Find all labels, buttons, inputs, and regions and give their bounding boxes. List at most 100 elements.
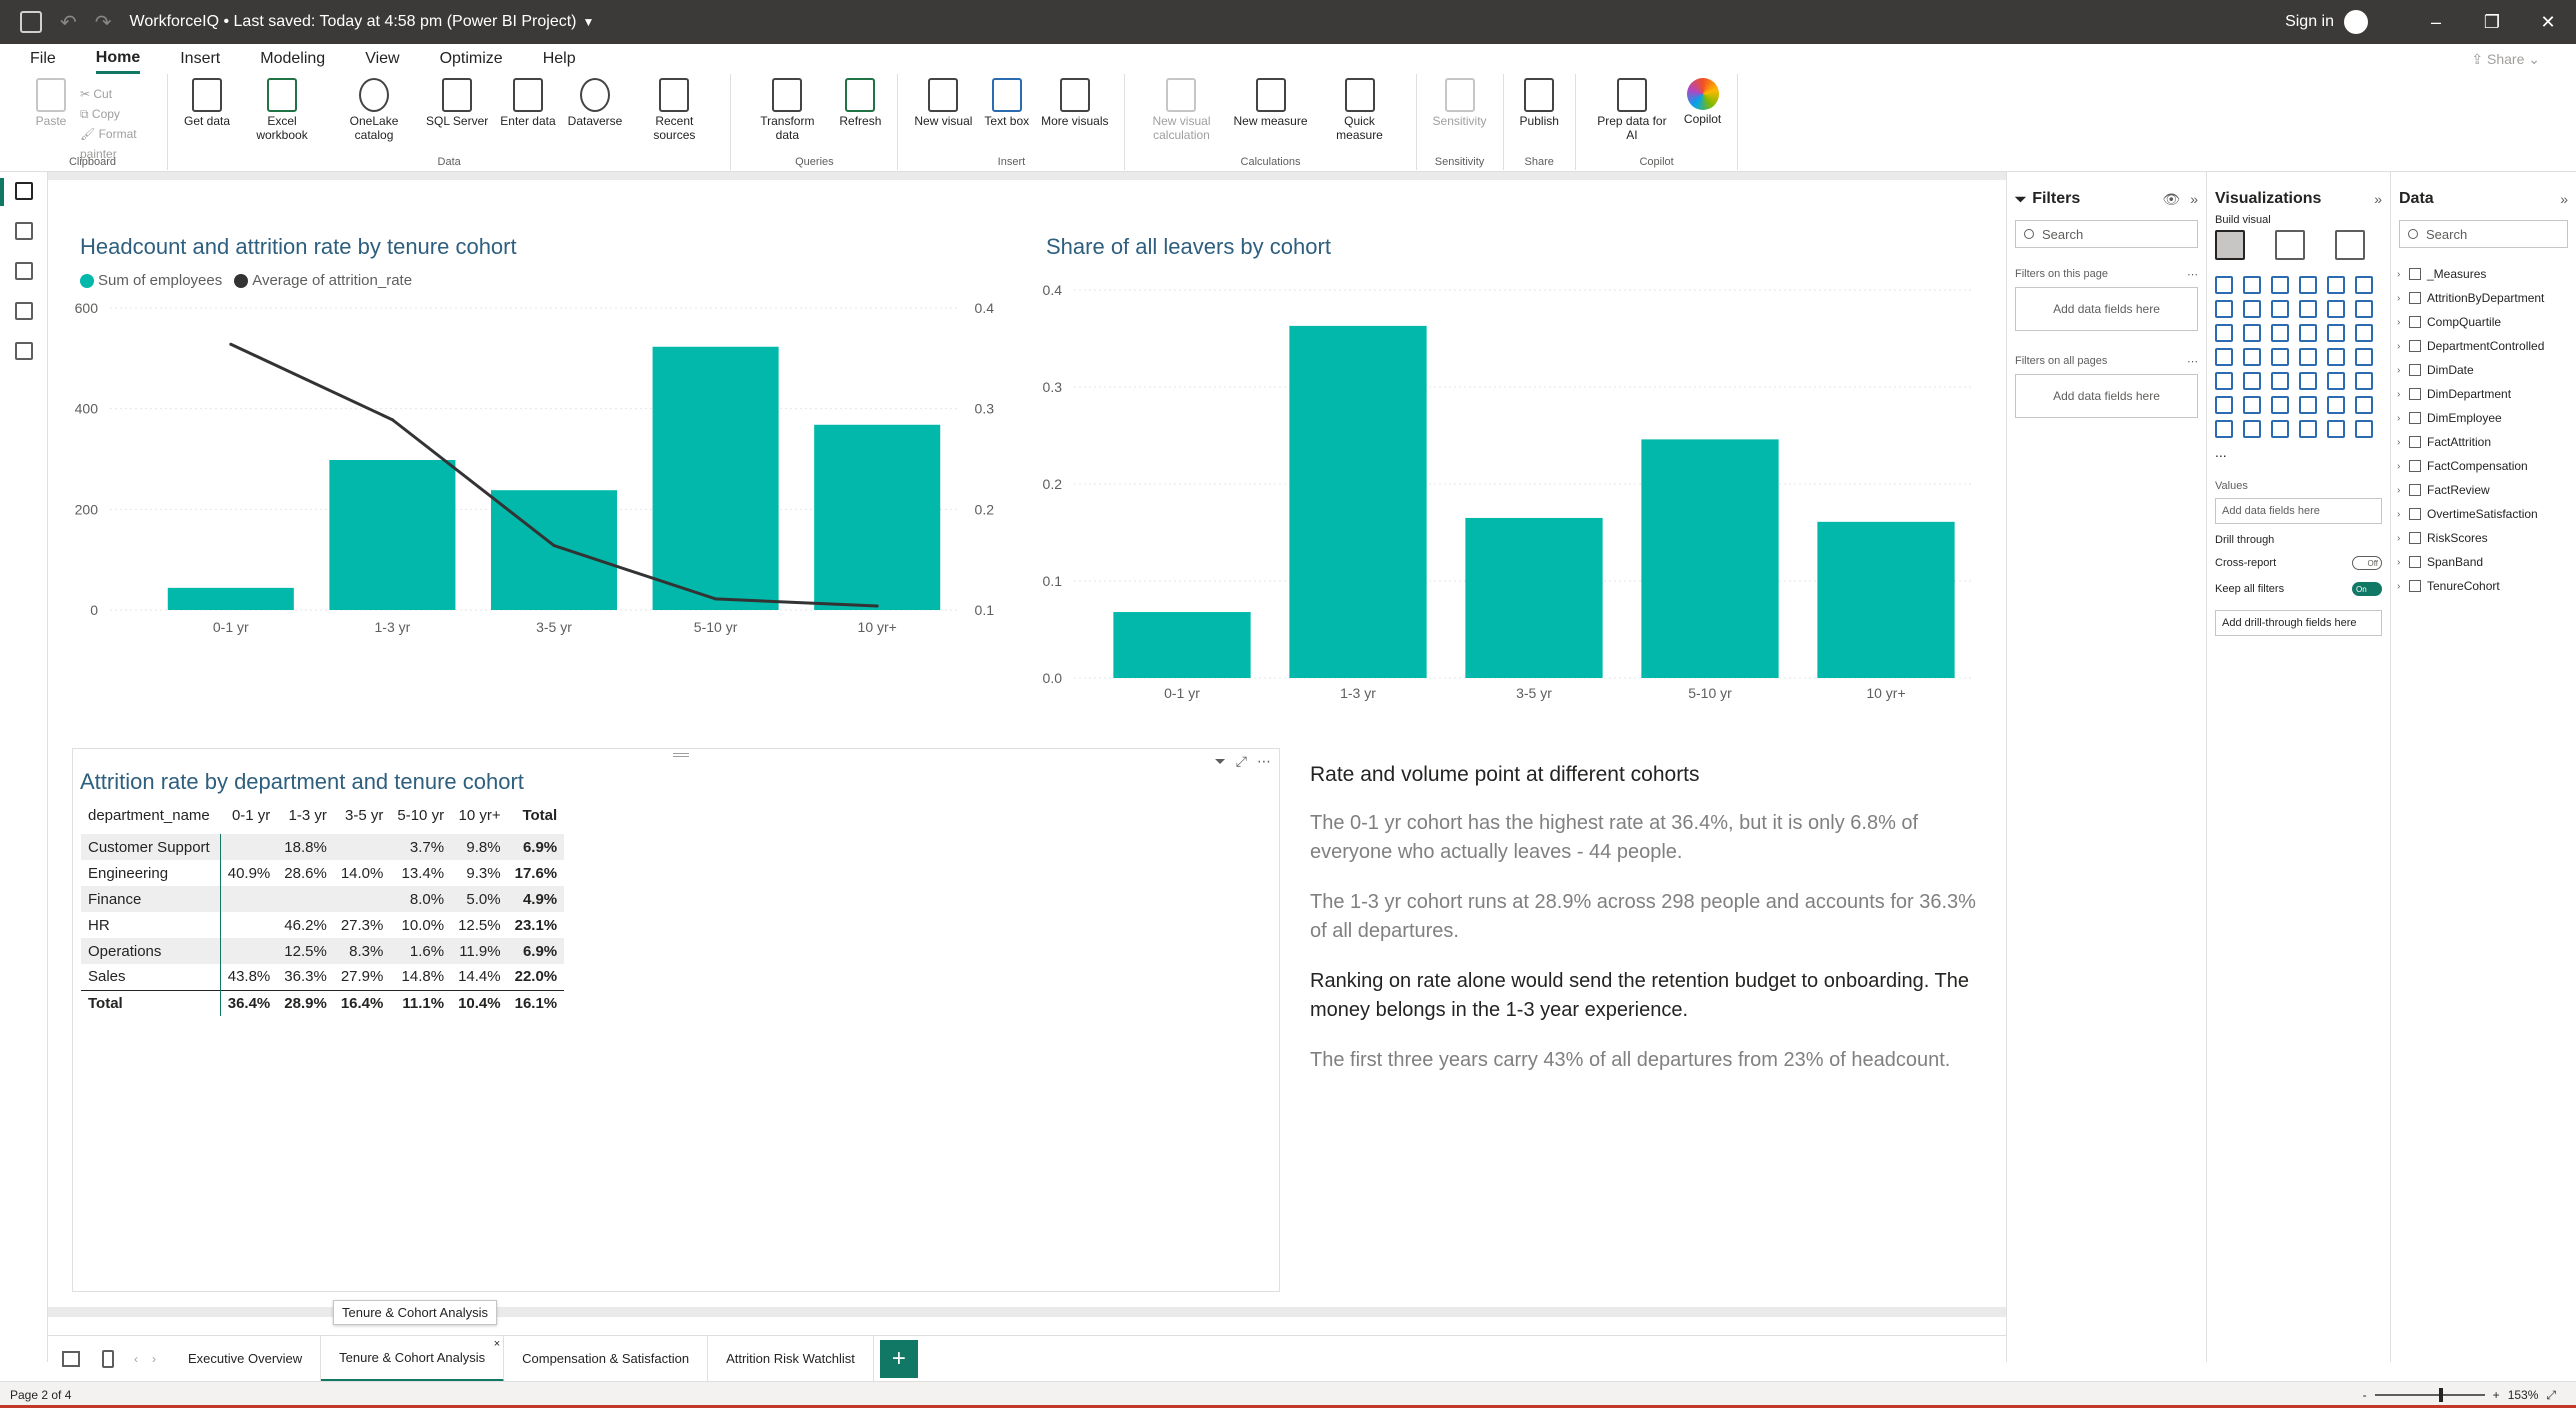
- matrix-visual[interactable]: ⏷ ⤢ ⋯ Attrition rate by department and t…: [72, 748, 1280, 1292]
- tmdl-view-icon[interactable]: [14, 342, 33, 360]
- more-options-icon[interactable]: ⋯: [2187, 269, 2198, 281]
- cut-button[interactable]: ✂ Cut: [80, 87, 113, 101]
- chevron-right-icon[interactable]: ›: [2397, 292, 2401, 304]
- text-box-button[interactable]: Text box: [984, 78, 1029, 128]
- chevron-right-icon[interactable]: ›: [2397, 412, 2401, 424]
- visual-type-icon[interactable]: [2299, 276, 2317, 294]
- collapse-viz-icon[interactable]: »: [2374, 191, 2382, 207]
- visual-type-icon[interactable]: [2355, 324, 2373, 342]
- data-table-item[interactable]: › FactReview: [2397, 478, 2570, 502]
- data-table-item[interactable]: › FactCompensation: [2397, 454, 2570, 478]
- zoom-slider-knob[interactable]: [2438, 1388, 2443, 1402]
- add-page-button[interactable]: +: [879, 1339, 918, 1378]
- data-table-item[interactable]: › TenureCohort: [2397, 574, 2570, 598]
- analytics-icon[interactable]: [2335, 230, 2365, 260]
- visual-type-icon[interactable]: [2243, 300, 2261, 318]
- data-table-item[interactable]: › OvertimeSatisfaction: [2397, 502, 2570, 526]
- chevron-right-icon[interactable]: ›: [2397, 508, 2401, 520]
- more-options-icon[interactable]: ⋯: [1257, 753, 1271, 769]
- table-view-icon[interactable]: [14, 222, 33, 240]
- visual-type-icon[interactable]: [2243, 396, 2261, 414]
- close-icon[interactable]: ✕: [2540, 11, 2556, 32]
- data-table-item[interactable]: › RiskScores: [2397, 526, 2570, 550]
- visual-type-icon[interactable]: [2215, 396, 2233, 414]
- visual-type-icon[interactable]: [2355, 276, 2373, 294]
- sign-in-link[interactable]: Sign in: [2285, 13, 2334, 30]
- values-drop-well[interactable]: Add data fields here: [2215, 498, 2382, 524]
- data-table-item[interactable]: › DimDate: [2397, 358, 2570, 382]
- visual-type-icon[interactable]: [2355, 420, 2373, 438]
- collapse-data-icon[interactable]: »: [2560, 191, 2568, 207]
- zoom-slider[interactable]: [2374, 1388, 2485, 1402]
- new-visual-calculation-button[interactable]: New visual calculation: [1141, 78, 1221, 142]
- prep-data-ai-button[interactable]: Prep data for AI: [1592, 78, 1672, 142]
- visual-type-icon[interactable]: [2327, 300, 2345, 318]
- visual-type-icon[interactable]: [2355, 372, 2373, 390]
- visual-type-icon[interactable]: [2215, 276, 2233, 294]
- chevron-right-icon[interactable]: ›: [2397, 436, 2401, 448]
- visual-type-icon[interactable]: [2327, 348, 2345, 366]
- visual-type-icon[interactable]: [2271, 420, 2289, 438]
- window-title[interactable]: WorkforceIQ • Last saved: Today at 4:58 …: [129, 13, 577, 30]
- tab-compensation-satisfaction[interactable]: Compensation & Satisfaction: [504, 1335, 709, 1382]
- avatar[interactable]: [2344, 10, 2368, 34]
- dataverse-button[interactable]: Dataverse: [568, 78, 622, 128]
- get-data-button[interactable]: Get data: [184, 78, 230, 128]
- data-table-item[interactable]: › _Measures: [2397, 262, 2570, 286]
- refresh-button[interactable]: Refresh: [839, 78, 881, 128]
- next-page-icon[interactable]: ›: [152, 1351, 156, 1366]
- visual-type-icon[interactable]: [2299, 300, 2317, 318]
- data-table-item[interactable]: › DimDepartment: [2397, 382, 2570, 406]
- undo-icon[interactable]: ↶: [60, 11, 77, 34]
- quick-measure-button[interactable]: Quick measure: [1320, 78, 1400, 142]
- publish-button[interactable]: Publish: [1520, 78, 1559, 128]
- chevron-right-icon[interactable]: ›: [2397, 364, 2401, 376]
- format-visual-icon[interactable]: [2275, 230, 2305, 260]
- desktop-layout-icon[interactable]: [62, 1350, 80, 1367]
- visual-type-icon[interactable]: [2299, 396, 2317, 414]
- visual-type-icon[interactable]: [2299, 372, 2317, 390]
- visual-type-icon[interactable]: [2327, 324, 2345, 342]
- matrix-column-header[interactable]: 5-10 yr: [397, 807, 445, 824]
- menu-optimize[interactable]: Optimize: [439, 50, 503, 67]
- fit-page-icon[interactable]: ⤢: [2546, 1387, 2556, 1402]
- visual-type-icon[interactable]: [2271, 276, 2289, 294]
- visual-type-icon[interactable]: [2299, 324, 2317, 342]
- visual-type-icon[interactable]: [2243, 276, 2261, 294]
- tab-tenure-cohort[interactable]: Tenure & Cohort Analysis ×: [321, 1335, 505, 1382]
- onelake-button[interactable]: OneLake catalog: [334, 78, 414, 142]
- cross-report-toggle[interactable]: Off: [2352, 556, 2382, 570]
- sensitivity-button[interactable]: Sensitivity: [1433, 78, 1487, 128]
- visual-type-icon[interactable]: [2271, 300, 2289, 318]
- tab-attrition-risk-watchlist[interactable]: Attrition Risk Watchlist: [708, 1335, 874, 1382]
- menu-home[interactable]: Home: [95, 45, 141, 74]
- mobile-layout-icon[interactable]: [102, 1349, 114, 1368]
- copy-button[interactable]: ⧉ Copy: [80, 107, 120, 121]
- data-table-item[interactable]: › DimEmployee: [2397, 406, 2570, 430]
- zoom-in-icon[interactable]: +: [2492, 1388, 2500, 1402]
- tab-executive-overview[interactable]: Executive Overview: [170, 1335, 322, 1382]
- report-view-icon[interactable]: [14, 182, 33, 200]
- visual-type-icon[interactable]: [2355, 396, 2373, 414]
- visual-type-icon[interactable]: [2243, 348, 2261, 366]
- transform-data-button[interactable]: Transform data: [747, 78, 827, 142]
- chevron-right-icon[interactable]: ›: [2397, 388, 2401, 400]
- chevron-right-icon[interactable]: ›: [2397, 532, 2401, 544]
- matrix-column-header[interactable]: Total: [522, 807, 558, 824]
- restore-icon[interactable]: ❐: [2483, 11, 2501, 32]
- previous-page-icon[interactable]: ‹: [134, 1351, 138, 1366]
- more-options-icon[interactable]: ⋯: [2187, 356, 2198, 368]
- more-visuals-button[interactable]: More visuals: [1041, 78, 1108, 128]
- menu-file[interactable]: File: [30, 50, 56, 67]
- build-visual-icon[interactable]: [2215, 230, 2245, 260]
- combo-chart[interactable]: 0 200 400 600 0.1 0.2 0.3 0.4 0-1 yr 1-3 yr 3-5 yr…: [48, 300, 1028, 745]
- visual-type-icon[interactable]: [2355, 348, 2373, 366]
- share-button[interactable]: ⇪ Share ⌄: [2471, 50, 2540, 67]
- menu-insert[interactable]: Insert: [180, 50, 221, 67]
- filter-icon[interactable]: ⏷: [1214, 753, 1226, 769]
- model-view-icon[interactable]: [14, 262, 33, 280]
- visual-type-icon[interactable]: [2327, 396, 2345, 414]
- format-painter-button[interactable]: 🖌 Format painter: [80, 127, 137, 161]
- chevron-right-icon[interactable]: ›: [2397, 484, 2401, 496]
- menu-help[interactable]: Help: [542, 50, 576, 67]
